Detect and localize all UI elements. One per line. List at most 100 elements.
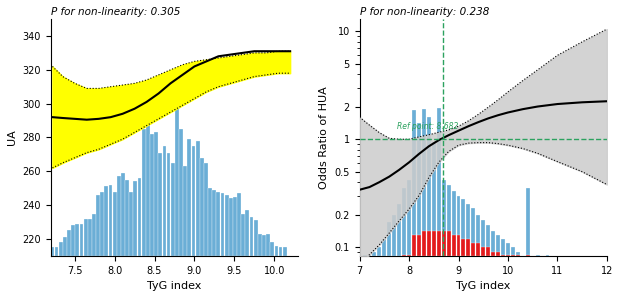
Text: P for non-linearity: 0.305: P for non-linearity: 0.305 [51,7,180,17]
Bar [175,104,179,256]
Bar [412,235,416,256]
Bar [88,219,92,256]
Bar [546,255,549,256]
Bar [224,195,229,256]
Bar [407,180,411,256]
Bar [397,204,401,256]
Bar [422,109,426,256]
Bar [392,215,396,256]
Bar [417,123,421,256]
Bar [133,181,137,256]
Bar [167,153,170,256]
Bar [466,204,471,256]
Bar [278,247,283,256]
Bar [229,198,232,256]
Bar [451,191,456,256]
Bar [117,176,121,256]
Bar [461,238,466,256]
Bar [142,129,146,256]
Bar [436,108,441,256]
Bar [283,247,286,256]
Bar [506,255,510,256]
Bar [446,231,451,256]
Bar [184,166,187,256]
Bar [59,242,63,256]
Bar [471,243,476,256]
Bar [496,235,500,256]
Bar [481,247,485,256]
Bar [84,219,87,256]
Bar [491,252,495,256]
Bar [402,255,406,256]
Bar [216,192,220,256]
Text: Ref point: 8.682: Ref point: 8.682 [397,122,458,131]
Bar [270,242,274,256]
Bar [456,195,461,256]
Bar [138,178,141,256]
Bar [407,255,411,256]
Bar [241,213,245,256]
Y-axis label: UA: UA [7,130,17,145]
Bar [476,243,480,256]
Bar [51,247,55,256]
Bar [200,158,203,256]
Bar [246,210,249,256]
Bar [461,199,466,256]
Bar [536,255,539,256]
Bar [471,208,476,256]
Bar [378,247,381,256]
Bar [511,247,515,256]
Bar [158,153,162,256]
Bar [79,224,83,256]
Bar [192,146,195,256]
Bar [422,231,426,256]
Bar [154,132,158,256]
Bar [254,220,257,256]
Bar [368,255,371,256]
Bar [63,237,67,256]
Bar [67,230,71,256]
Bar [373,252,376,256]
Bar [436,231,441,256]
Bar [383,238,386,256]
Bar [501,238,505,256]
Bar [71,225,75,256]
Bar [108,185,112,256]
Bar [146,122,150,256]
Bar [171,163,175,256]
Bar [486,247,490,256]
Bar [516,252,520,256]
Bar [402,188,406,256]
Bar [204,163,208,256]
Bar [212,190,216,256]
Bar [125,180,129,256]
Text: P for non-linearity: 0.238: P for non-linearity: 0.238 [360,7,489,17]
Bar [208,188,212,256]
Bar [476,215,480,256]
Bar [432,142,436,256]
Bar [262,235,266,256]
Bar [417,235,421,256]
Bar [486,225,490,256]
Bar [466,238,471,256]
Bar [92,213,96,256]
Bar [427,231,431,256]
Bar [363,255,366,256]
Bar [427,117,431,256]
Bar [491,231,495,256]
Bar [179,129,183,256]
Bar [233,197,237,256]
Bar [432,231,436,256]
Bar [516,255,520,256]
Bar [250,217,254,256]
Bar [150,134,154,256]
Bar [266,234,270,256]
Bar [511,255,515,256]
Bar [196,141,200,256]
Bar [506,243,510,256]
Bar [526,255,529,256]
Bar [96,195,100,256]
Bar [446,184,451,256]
Bar [104,187,108,256]
Bar [76,224,79,256]
